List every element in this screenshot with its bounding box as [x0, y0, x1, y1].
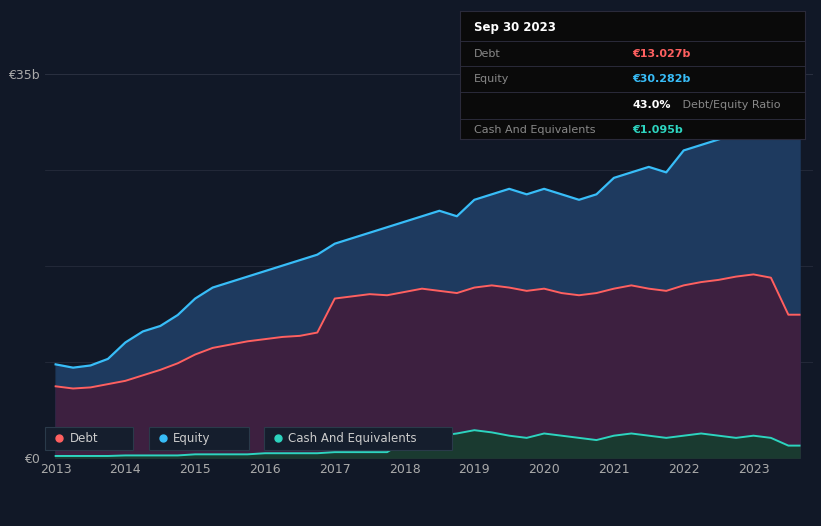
Text: €30.282b: €30.282b [632, 74, 690, 84]
Text: €13.027b: €13.027b [632, 49, 690, 59]
Text: Debt: Debt [474, 49, 500, 59]
FancyBboxPatch shape [45, 427, 134, 450]
Text: Debt/Equity Ratio: Debt/Equity Ratio [679, 100, 780, 110]
Text: Sep 30 2023: Sep 30 2023 [474, 21, 556, 34]
FancyBboxPatch shape [149, 427, 249, 450]
Text: Equity: Equity [474, 74, 509, 84]
Text: 43.0%: 43.0% [632, 100, 671, 110]
Text: Cash And Equivalents: Cash And Equivalents [288, 432, 417, 445]
Text: Debt: Debt [70, 432, 99, 445]
Text: Cash And Equivalents: Cash And Equivalents [474, 125, 595, 135]
Text: €1.095b: €1.095b [632, 125, 683, 135]
FancyBboxPatch shape [264, 427, 452, 450]
Text: Equity: Equity [173, 432, 211, 445]
